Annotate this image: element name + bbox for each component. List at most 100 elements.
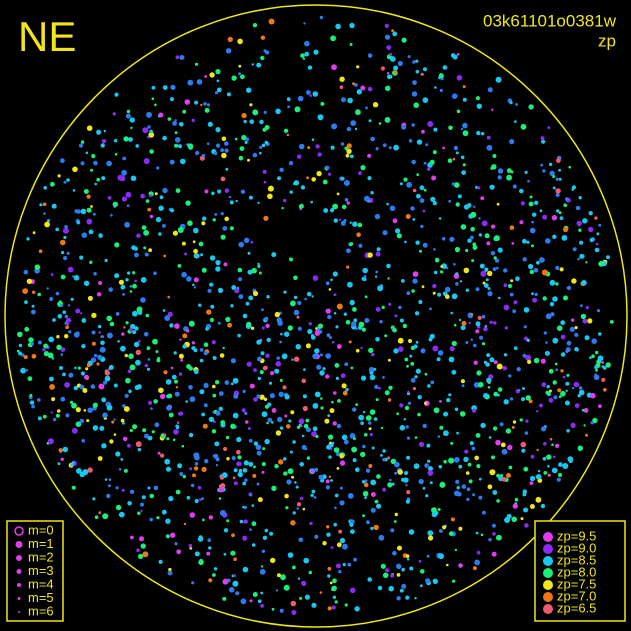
star	[64, 225, 68, 229]
star	[342, 563, 346, 567]
star	[184, 99, 191, 105]
star	[503, 304, 510, 311]
star	[281, 206, 284, 210]
star	[450, 441, 454, 445]
star	[439, 425, 444, 430]
star	[174, 391, 180, 397]
star	[465, 341, 469, 344]
star	[362, 490, 369, 497]
star	[370, 492, 376, 497]
star	[448, 199, 452, 203]
star	[368, 427, 372, 431]
star	[474, 559, 480, 566]
star	[406, 364, 409, 368]
star	[207, 538, 211, 542]
star	[275, 589, 279, 592]
star	[292, 511, 296, 515]
star	[564, 400, 570, 406]
star	[31, 309, 36, 315]
star	[385, 568, 390, 573]
zp-legend-label: zp=7.5	[557, 576, 596, 591]
star	[235, 591, 240, 596]
star	[536, 448, 539, 452]
star	[167, 311, 173, 317]
star	[261, 411, 268, 418]
star	[386, 263, 391, 269]
star	[561, 235, 568, 241]
star	[267, 193, 273, 200]
star	[91, 330, 96, 335]
star	[91, 341, 96, 346]
star	[198, 303, 202, 307]
star	[545, 313, 552, 320]
star	[377, 585, 383, 591]
star	[496, 202, 500, 206]
star	[407, 55, 411, 59]
star	[492, 426, 498, 431]
star	[158, 559, 163, 565]
star	[209, 317, 214, 323]
star	[330, 208, 335, 213]
star	[249, 528, 252, 531]
star	[236, 461, 241, 467]
star	[349, 587, 356, 594]
mag-legend-label: m=3	[28, 563, 54, 578]
star	[203, 342, 209, 348]
star	[488, 538, 492, 542]
star	[129, 327, 133, 332]
star	[206, 142, 210, 145]
star	[514, 497, 519, 502]
star	[572, 247, 577, 252]
star	[578, 447, 582, 452]
star	[170, 532, 176, 538]
star	[549, 437, 553, 441]
star	[536, 260, 540, 265]
star	[332, 595, 337, 599]
star	[63, 227, 69, 234]
star	[229, 226, 234, 231]
star	[527, 359, 532, 364]
star	[106, 315, 112, 322]
star	[302, 394, 307, 399]
star	[208, 416, 215, 423]
star	[528, 104, 534, 110]
star	[107, 196, 112, 200]
star	[453, 145, 459, 151]
star	[101, 139, 107, 144]
star	[81, 232, 88, 238]
star	[478, 477, 482, 481]
star	[129, 428, 133, 433]
star	[230, 550, 236, 556]
star	[418, 299, 423, 305]
star	[73, 275, 80, 281]
star	[85, 151, 89, 155]
star	[206, 103, 211, 107]
star	[405, 554, 410, 558]
star	[60, 304, 64, 307]
star	[55, 413, 60, 418]
star	[172, 230, 178, 236]
star	[106, 493, 111, 499]
star	[182, 344, 187, 349]
star	[501, 476, 507, 482]
star	[251, 267, 257, 274]
star	[260, 565, 264, 568]
star	[295, 485, 299, 489]
star	[488, 436, 492, 439]
star	[525, 354, 532, 361]
star	[164, 458, 171, 465]
star	[124, 221, 130, 228]
star	[583, 408, 589, 413]
star	[580, 254, 585, 259]
star	[529, 195, 533, 199]
star	[333, 522, 338, 527]
star	[526, 338, 530, 342]
star	[551, 215, 558, 221]
star	[259, 119, 264, 125]
star	[123, 468, 128, 473]
star	[327, 606, 332, 611]
star	[31, 353, 37, 359]
star	[460, 325, 466, 331]
star	[433, 248, 436, 251]
star	[339, 85, 344, 89]
